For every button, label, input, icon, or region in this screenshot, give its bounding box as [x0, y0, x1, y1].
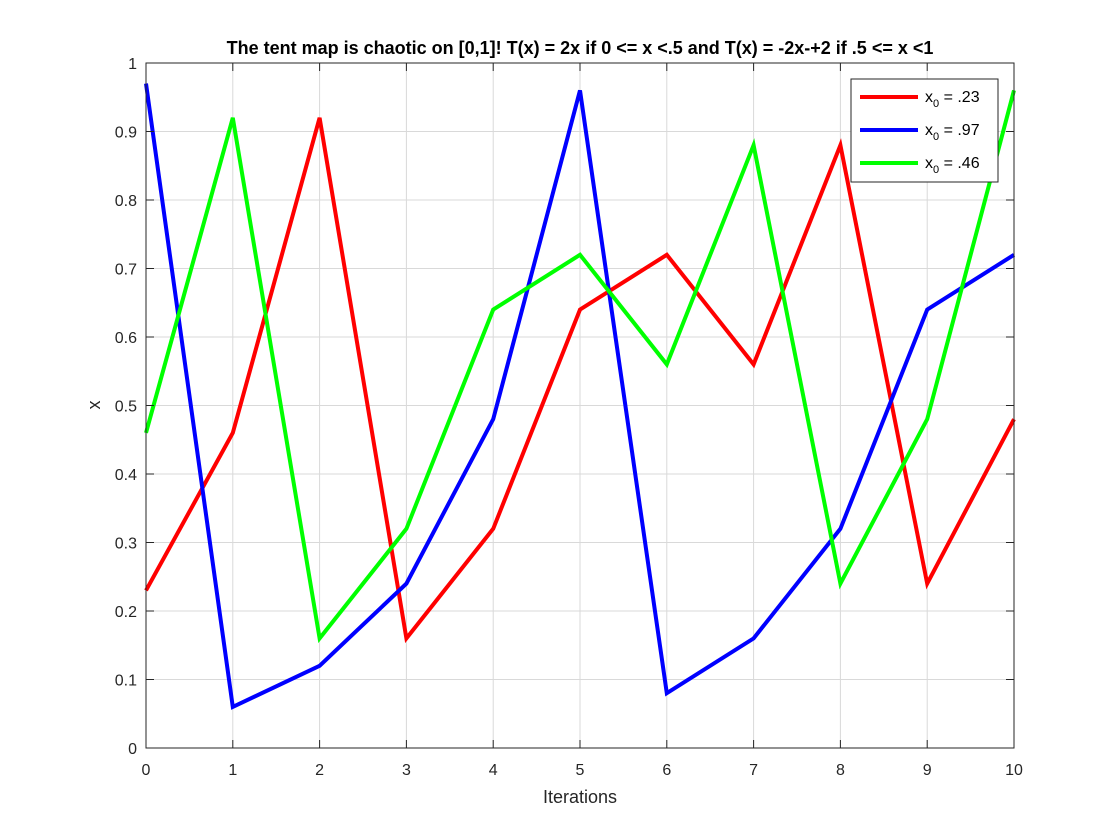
chart-title: The tent map is chaotic on [0,1]! T(x) =…	[227, 38, 934, 58]
y-tick-label: 0.3	[115, 536, 137, 553]
series-line-2	[144, 83, 1016, 710]
x-tick-label: 8	[836, 762, 845, 779]
x-tick-label: 7	[749, 762, 758, 779]
x-tick-label: 6	[662, 762, 671, 779]
y-tick-label: 0.7	[115, 262, 137, 279]
legend-label-2: x0 = .97	[925, 122, 980, 143]
legend: x0 = .23 x0 = .97 x0 = .46	[850, 78, 999, 183]
y-tick-label: 0.9	[115, 125, 137, 142]
legend-label-1: x0 = .23	[925, 89, 980, 110]
x-tick-label: 2	[315, 762, 324, 779]
y-tick-label: 1	[128, 56, 137, 73]
x-axis-label: Iterations	[543, 787, 617, 807]
x-tick-label: 3	[402, 762, 411, 779]
y-tick-label: 0.2	[115, 604, 137, 621]
tick-labels: 0 1 2 3 4 5 6 7 8 9 10 0 0.1 0.2 0.3 0.4 0.5 0.6 0.7 0.8 0.9…	[115, 56, 1023, 779]
axis-ticks	[145, 62, 1015, 749]
y-tick-label: 0.1	[115, 673, 137, 690]
x-tick-label: 4	[489, 762, 498, 779]
y-tick-label: 0	[128, 741, 137, 758]
x-tick-label: 9	[923, 762, 932, 779]
x-tick-label: 0	[142, 762, 151, 779]
y-tick-label: 0.6	[115, 330, 137, 347]
y-tick-label: 0.4	[115, 467, 137, 484]
series-line-1	[144, 117, 1016, 644]
x-tick-label: 10	[1005, 762, 1023, 779]
series-line-3	[144, 89, 1016, 644]
y-tick-label: 0.8	[115, 193, 137, 210]
legend-label-3: x0 = .46	[925, 155, 980, 176]
y-tick-label: 0.5	[115, 399, 137, 416]
series-lines	[144, 83, 1016, 710]
x-tick-label: 1	[228, 762, 237, 779]
y-axis-label: x	[84, 401, 104, 410]
x-tick-label: 5	[576, 762, 585, 779]
